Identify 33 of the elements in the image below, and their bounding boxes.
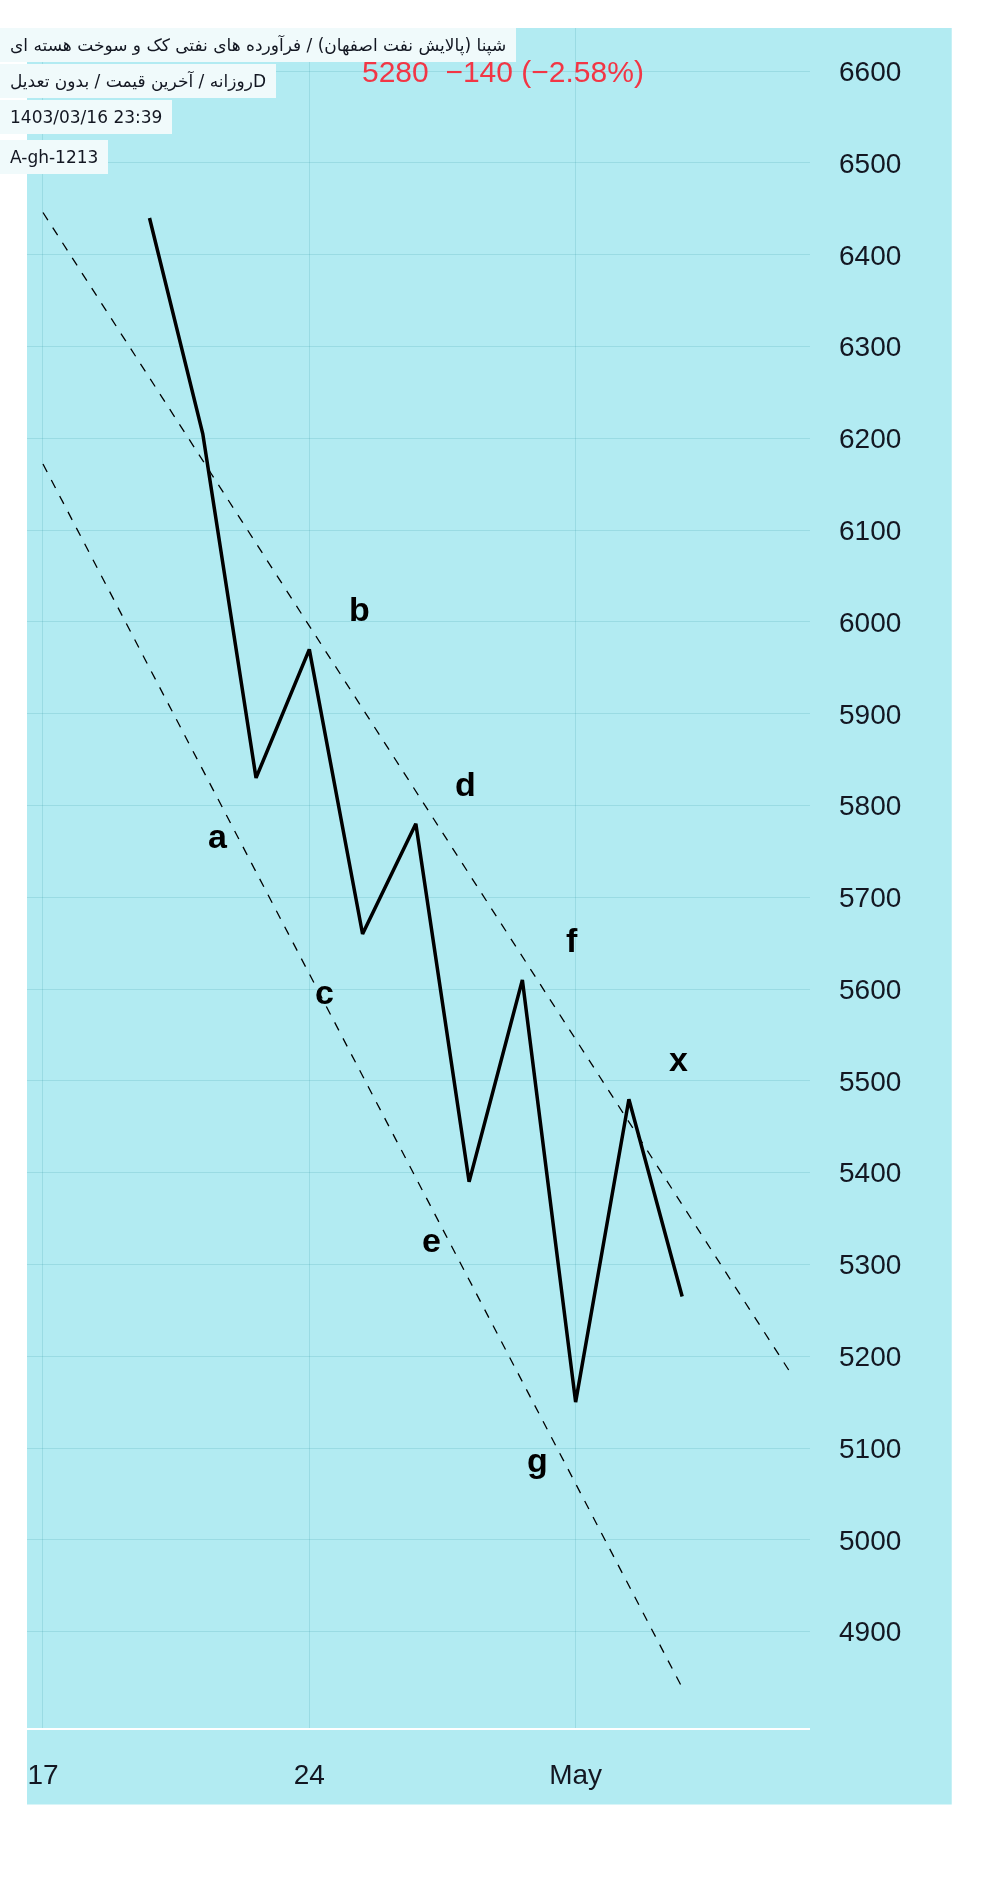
y-tick-label: 6600 bbox=[839, 55, 902, 87]
y-tick-label: 5400 bbox=[839, 1157, 902, 1189]
y-tick-label: 6100 bbox=[839, 514, 902, 546]
annotation: d bbox=[455, 765, 476, 803]
y-tick-label: 5700 bbox=[839, 882, 902, 914]
y-tick-label: 5500 bbox=[839, 1065, 902, 1097]
annotation: 1403/03/16 23:39 bbox=[0, 100, 173, 134]
annotation: f bbox=[566, 921, 578, 959]
y-tick-label: 6200 bbox=[839, 423, 902, 455]
annotation: c bbox=[315, 973, 334, 1011]
y-tick-label: 6000 bbox=[839, 606, 902, 638]
y-tick-label: 5100 bbox=[839, 1432, 902, 1464]
x-tick-label: 24 bbox=[293, 1758, 325, 1790]
x-tick-label: 17 bbox=[27, 1758, 59, 1790]
annotation: b bbox=[349, 590, 370, 628]
annotation: g bbox=[527, 1441, 548, 1479]
text: Dروزانه / آخرین قیمت / بدون تعدیل bbox=[0, 64, 277, 98]
y-tick-label: 5900 bbox=[839, 698, 902, 730]
y-tick-label: 4900 bbox=[839, 1616, 902, 1648]
x-tick-label: May bbox=[549, 1758, 603, 1790]
chart-title: شپنا (پالایش نفت اصفهان) / فرآورده های نفتی کک و سوخت هسته ای bbox=[0, 28, 517, 62]
y-tick-label: 5300 bbox=[839, 1249, 902, 1281]
y-tick-label: 5800 bbox=[839, 790, 902, 822]
y-tick-label: 6500 bbox=[839, 147, 902, 179]
annotation: x bbox=[669, 1040, 688, 1078]
y-tick-label: 5600 bbox=[839, 973, 902, 1005]
annotation: a bbox=[208, 817, 228, 855]
y-tick-label: 6300 bbox=[839, 331, 902, 363]
y-tick-label: 6400 bbox=[839, 239, 902, 271]
y-tick-label: 5200 bbox=[839, 1341, 902, 1373]
annotation: A-gh-1213 bbox=[0, 140, 109, 174]
y-tick-label: 5000 bbox=[839, 1524, 902, 1556]
annotation: e bbox=[422, 1221, 441, 1259]
